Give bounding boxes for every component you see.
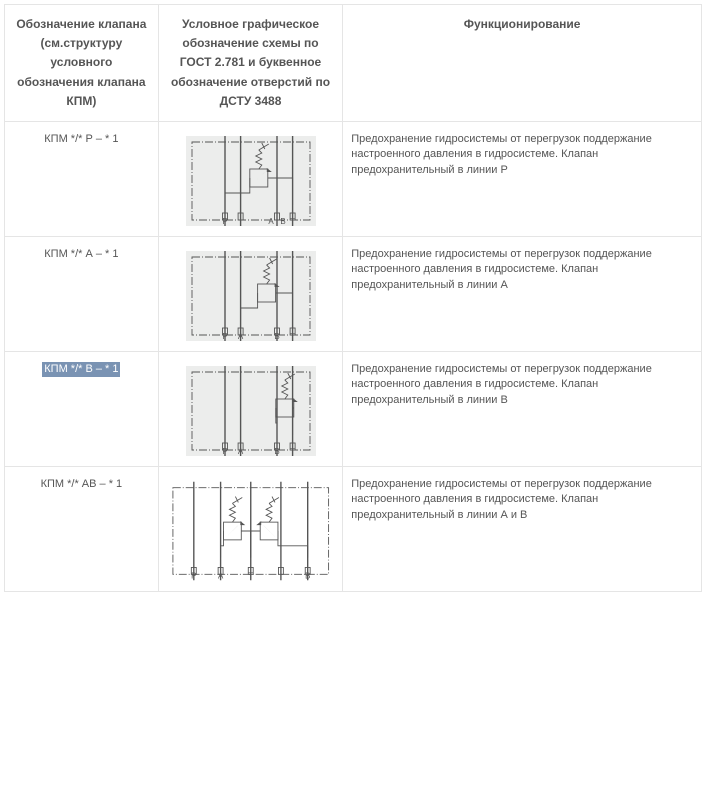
col-header-diagram: Условное графическое обозначение схемы п… [158, 5, 343, 122]
valve-diagram-cell: PATB [158, 466, 343, 591]
valve-code: КПМ */* А – * 1 [5, 236, 159, 351]
svg-text:P: P [191, 571, 196, 580]
valve-function: Предохранение гидросистемы от перегрузок… [343, 466, 702, 591]
col-header-code: Обозначение клапана (см.структуру условн… [5, 5, 159, 122]
valve-function: Предохранение гидросистемы от перегрузок… [343, 236, 702, 351]
table-row: КПМ */* А – * 1 P A B T Предохранение гидроси… [5, 236, 702, 351]
valve-diagram-cell: PABT [158, 351, 343, 466]
table-row: КПМ */* Р – * 1 P ABT Предохранение гидроси… [5, 121, 702, 236]
valve-code: КПМ */* Р – * 1 [5, 121, 159, 236]
svg-text:P: P [222, 217, 227, 226]
valve-table: Обозначение клапана (см.структуру условн… [4, 4, 702, 592]
svg-text:T: T [290, 332, 295, 341]
svg-text:B: B [305, 571, 310, 580]
valve-code: КПМ */* АВ – * 1 [5, 466, 159, 591]
valve-function: Предохранение гидросистемы от перегрузок… [343, 351, 702, 466]
svg-text:B: B [274, 332, 279, 341]
valve-code: КПМ */* В – * 1 [5, 351, 159, 466]
hydraulic-diagram-icon: PATB [167, 477, 335, 581]
table-row: КПМ */* АВ – * 1 P A T B Предохранение гидрос… [5, 466, 702, 591]
hydraulic-diagram-icon: PABT [167, 362, 335, 456]
svg-text:P: P [222, 332, 227, 341]
hydraulic-diagram-icon: P ABT [167, 132, 335, 226]
svg-text:T: T [248, 571, 253, 580]
svg-text:B: B [280, 217, 285, 226]
svg-text:A: A [268, 217, 274, 226]
svg-text:A: A [237, 447, 243, 456]
svg-text:A: A [237, 332, 243, 341]
table-row: КПМ */* В – * 1 P A B T Предохранение гидроси… [5, 351, 702, 466]
valve-diagram-cell: P ABT [158, 121, 343, 236]
hydraulic-diagram-icon: PABT [167, 247, 335, 341]
valve-code-text: КПМ */* В – * 1 [42, 362, 120, 377]
svg-text:T: T [290, 217, 295, 226]
svg-text:T: T [290, 447, 295, 456]
svg-text:B: B [274, 447, 279, 456]
valve-function: Предохранение гидросистемы от перегрузок… [343, 121, 702, 236]
svg-text:P: P [222, 447, 227, 456]
svg-text:A: A [218, 571, 224, 580]
valve-table-body: КПМ */* Р – * 1PABTПредохранение гидроси… [5, 121, 702, 591]
col-header-function: Функционирование [343, 5, 702, 122]
valve-diagram-cell: PABT [158, 236, 343, 351]
